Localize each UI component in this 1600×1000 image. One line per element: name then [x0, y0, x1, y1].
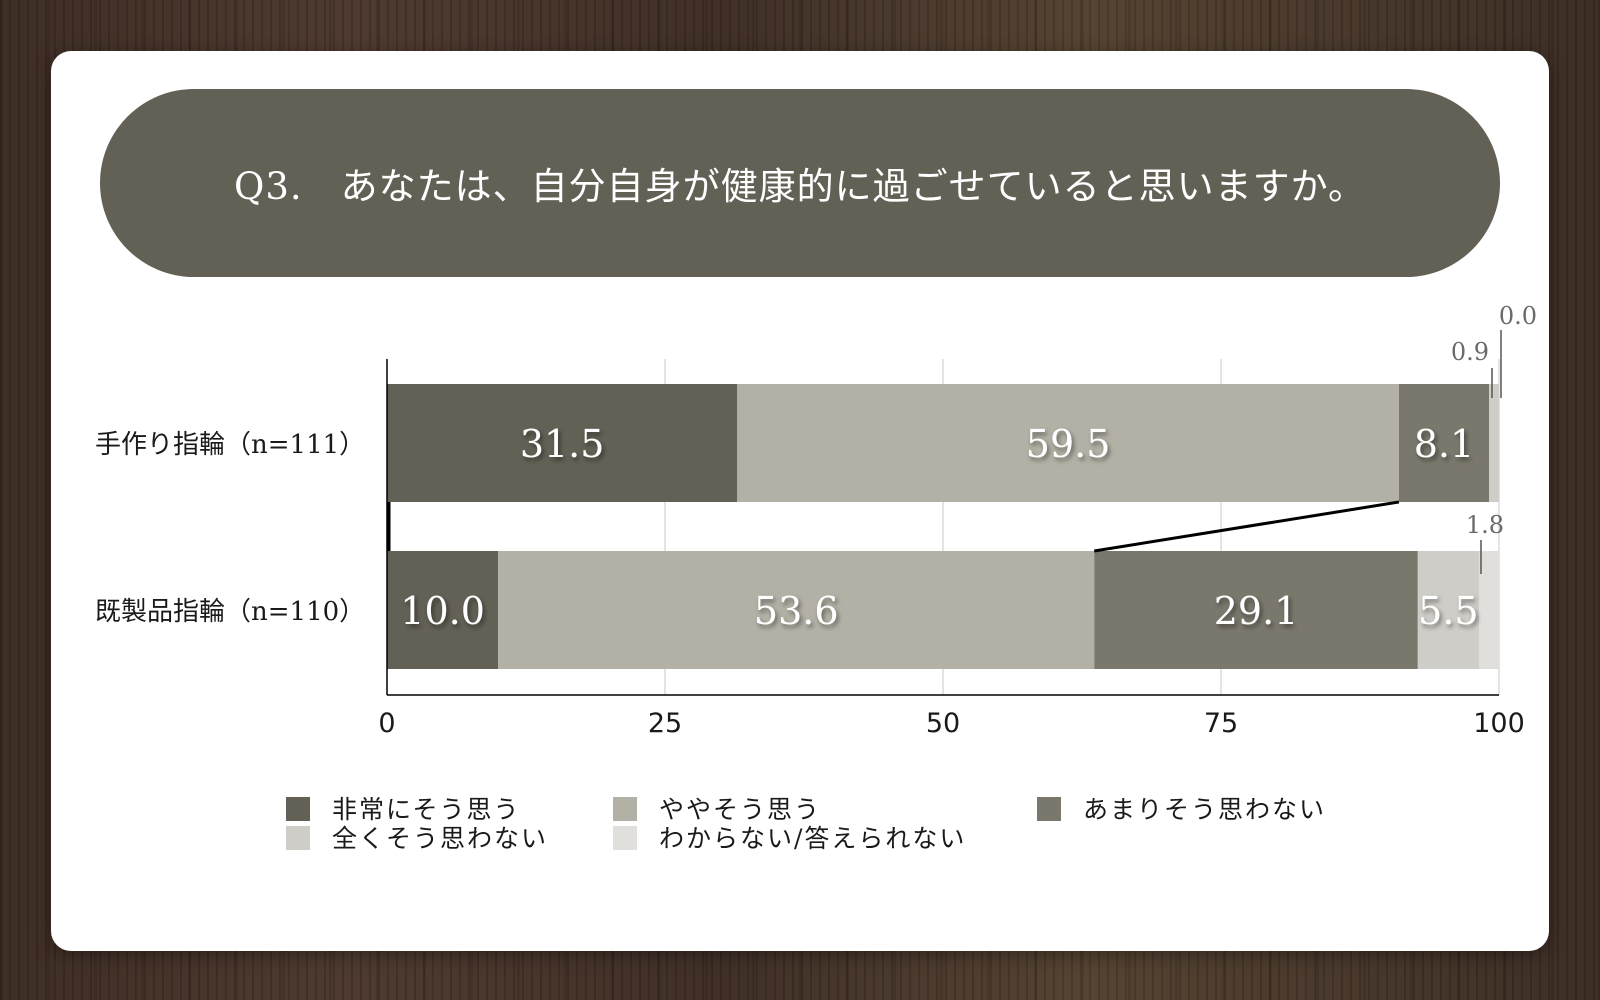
bar-segment: [387, 551, 499, 669]
legend-swatch: [286, 826, 310, 850]
legend-label: 全くそう思わない: [332, 824, 548, 853]
data-label: 31.5: [520, 422, 605, 466]
category-label: 手作り指輪（n=111）: [95, 430, 365, 460]
data-label: 10.0: [400, 589, 485, 633]
legend-label: あまりそう思わない: [1083, 795, 1326, 824]
data-label: 29.1: [1214, 589, 1299, 633]
x-tick-label: 50: [926, 708, 960, 739]
bar-segment: [387, 384, 738, 502]
data-label: 0.0: [1499, 302, 1537, 330]
x-tick-label: 75: [1204, 708, 1238, 739]
question-title: Q3. あなたは、自分自身が健康的に過ごせていると思いますか。: [234, 165, 1366, 208]
legend-label: ややそう思う: [659, 795, 821, 824]
legend-label: わからない/答えられない: [659, 824, 966, 853]
bar-segment: [1398, 384, 1489, 502]
legend-label: 非常にそう思う: [332, 795, 521, 824]
bar-segment: [1488, 384, 1499, 502]
x-tick-label: 100: [1473, 708, 1525, 739]
bar-segment: [1478, 551, 1499, 669]
connector-line: [1093, 500, 1400, 553]
bar-segment: [498, 551, 1095, 669]
bar-segment: [1417, 551, 1479, 669]
data-label: 0.9: [1451, 338, 1489, 366]
category-label: 既製品指輪（n=110）: [95, 597, 365, 627]
legend-swatch: [286, 797, 310, 821]
legend-swatch: [1037, 797, 1061, 821]
legend-swatch: [613, 826, 637, 850]
x-tick-label: 25: [648, 708, 682, 739]
data-label: 8.1: [1414, 422, 1474, 466]
bar-segment: [737, 384, 1399, 502]
data-label: 1.8: [1466, 511, 1504, 539]
data-label: 5.5: [1418, 589, 1478, 633]
legend-swatch: [613, 797, 637, 821]
bar-segment: [1094, 551, 1418, 669]
x-tick-label: 0: [378, 708, 395, 739]
data-label: 59.5: [1026, 422, 1111, 466]
data-label: 53.6: [754, 589, 839, 633]
question-banner: Q3. あなたは、自分自身が健康的に過ごせていると思いますか。: [100, 89, 1500, 277]
